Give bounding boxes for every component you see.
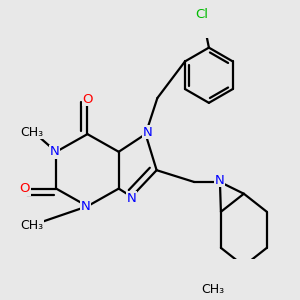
Text: CH₃: CH₃ [20, 126, 43, 139]
Text: N: N [142, 126, 152, 139]
Text: N: N [81, 200, 91, 213]
Text: N: N [127, 192, 136, 205]
Text: CH₃: CH₃ [20, 219, 43, 232]
Text: CH₃: CH₃ [201, 283, 224, 296]
Text: O: O [20, 182, 30, 195]
Text: N: N [50, 145, 59, 158]
Text: N: N [215, 174, 225, 187]
Text: O: O [82, 93, 93, 106]
Text: Cl: Cl [195, 8, 208, 21]
